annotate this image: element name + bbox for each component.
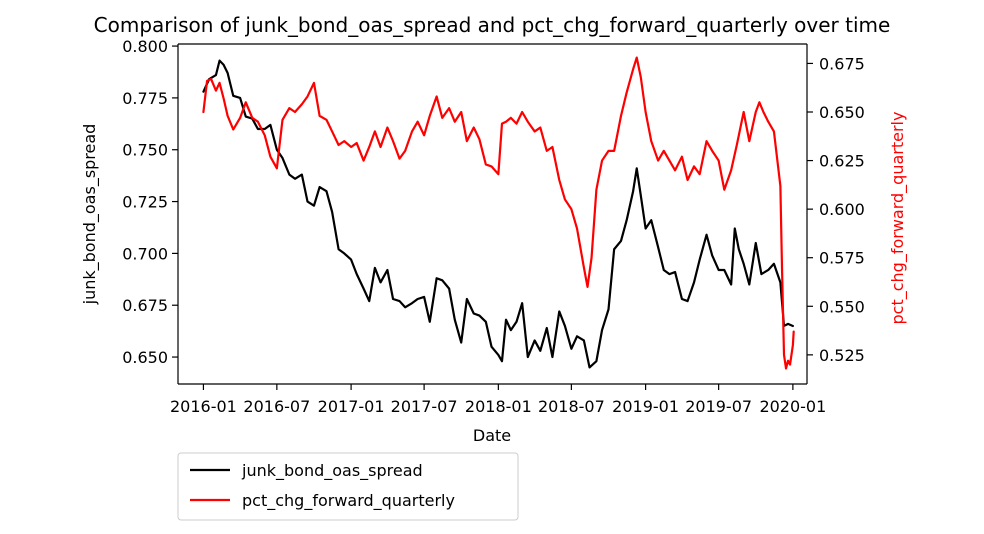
legend: junk_bond_oas_spread pct_chg_forward_qua…: [177, 452, 519, 521]
series-line-pct-chg-forward-quarterly: [202, 56, 795, 370]
x-tick-label: 2018-01: [465, 397, 532, 416]
x-tick-label: 2016-01: [170, 397, 237, 416]
left-y-tick-label: 0.675: [122, 296, 168, 315]
right-y-tick-label: 0.525: [819, 346, 865, 365]
left-y-tick-label: 0.775: [122, 89, 168, 108]
legend-label-junk-bond: junk_bond_oas_spread: [241, 461, 423, 481]
right-y-tick-label: 0.600: [819, 200, 865, 219]
x-axis-ticks: 2016-01 2016-07 2017-01 2017-07 2018-01 2018-…: [170, 384, 826, 416]
left-y-tick-label: 0.750: [122, 141, 168, 160]
right-y-axis-label: pct_chg_forward_quarterly: [888, 112, 908, 325]
chart-title: Comparison of junk_bond_oas_spread and p…: [94, 13, 891, 37]
legend-box: [177, 452, 519, 521]
plot-frame: [177, 43, 808, 385]
x-tick-label: 2017-01: [318, 397, 385, 416]
right-y-tick-label: 0.675: [819, 54, 865, 73]
right-y-tick-label: 0.550: [819, 297, 865, 316]
left-y-tick-label: 0.700: [122, 244, 168, 263]
series-layer: [202, 56, 795, 370]
x-tick-label: 2018-07: [538, 397, 605, 416]
x-tick-label: 2020-01: [759, 397, 826, 416]
x-axis-label: Date: [473, 426, 511, 445]
right-y-tick-label: 0.575: [819, 249, 865, 268]
right-y-tick-label: 0.650: [819, 103, 865, 122]
right-y-axis-ticks: 0.525 0.550 0.575 0.600 0.625 0.650 0.675: [807, 54, 865, 365]
right-y-tick-label: 0.625: [819, 152, 865, 171]
x-tick-label: 2019-01: [612, 397, 679, 416]
left-y-axis-ticks: 0.650 0.675 0.700 0.725 0.750 0.775 0.800: [122, 37, 178, 367]
x-tick-label: 2017-07: [391, 397, 458, 416]
x-tick-label: 2016-07: [243, 397, 310, 416]
series-line-junk-bond-oas-spread: [202, 59, 794, 369]
left-y-tick-label: 0.725: [122, 193, 168, 212]
left-y-tick-label: 0.650: [122, 348, 168, 367]
left-y-axis-label: junk_bond_oas_spread: [80, 124, 100, 306]
x-tick-label: 2019-07: [685, 397, 752, 416]
legend-label-pct-chg: pct_chg_forward_quarterly: [242, 491, 455, 511]
left-y-tick-label: 0.800: [122, 37, 168, 56]
